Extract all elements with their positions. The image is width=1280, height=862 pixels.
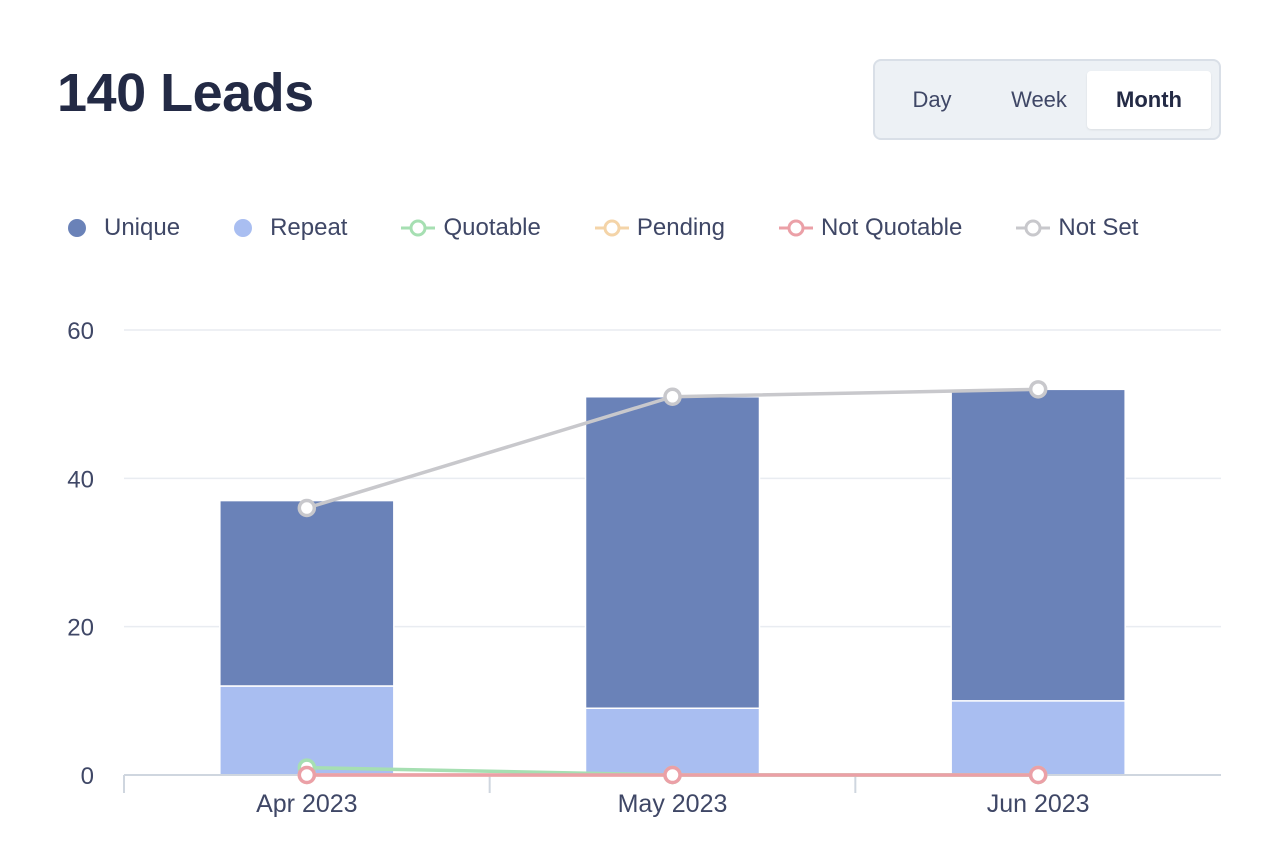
legend-swatch-icon	[234, 219, 253, 237]
range-day-button[interactable]: Day	[912, 87, 952, 112]
point-not-set	[297, 498, 317, 518]
bar-repeat	[584, 707, 761, 776]
legend-item-unique[interactable]: Unique	[68, 214, 180, 242]
legend-item-not-set[interactable]: Not Set	[1016, 214, 1138, 242]
legend-item-quotable[interactable]: Quotable	[401, 214, 541, 242]
legend-label: Not Quotable	[820, 214, 963, 241]
bar-unique	[219, 499, 395, 687]
legend-label: Pending	[636, 214, 725, 241]
x-tick-label: Jun 2023	[987, 790, 1090, 818]
point-not-quotable	[663, 765, 682, 785]
time-range-toggle: Day Week Month	[873, 59, 1221, 140]
bar-unique	[584, 396, 761, 709]
x-tick-label: May 2023	[618, 790, 728, 818]
legend-line-icon	[778, 219, 813, 237]
legend-label: Repeat	[270, 214, 348, 241]
legend-swatch-icon	[68, 219, 86, 237]
point-not-quotable	[297, 765, 317, 785]
legend-item-pending[interactable]: Pending	[594, 214, 725, 242]
y-tick-label: 60	[67, 318, 94, 345]
bar-unique	[950, 388, 1126, 702]
legend-label: Not Set	[1058, 214, 1139, 241]
legend-item-not-quotable[interactable]: Not Quotable	[778, 214, 963, 242]
point-not-set	[1028, 380, 1048, 399]
point-not-set	[663, 387, 682, 406]
bar-repeat	[950, 700, 1126, 776]
range-month-button[interactable]: Month	[1087, 71, 1211, 129]
legend-line-icon	[1016, 219, 1051, 237]
legend-line-icon	[594, 219, 629, 237]
y-tick-label: 0	[81, 763, 94, 790]
x-tick-label: Apr 2023	[256, 790, 357, 818]
legend-label: Quotable	[443, 214, 541, 241]
y-tick-label: 20	[67, 615, 94, 642]
chart-legend: Unique Repeat Quotable Pending Not Quotable N…	[68, 208, 1138, 248]
legend-item-repeat[interactable]: Repeat	[234, 214, 347, 242]
point-not-quotable	[1028, 765, 1048, 785]
legend-line-icon	[401, 219, 436, 237]
page-title: 140 Leads	[57, 63, 314, 123]
legend-label: Unique	[104, 214, 181, 241]
range-week-button[interactable]: Week	[1011, 87, 1067, 112]
y-tick-label: 40	[67, 466, 94, 493]
